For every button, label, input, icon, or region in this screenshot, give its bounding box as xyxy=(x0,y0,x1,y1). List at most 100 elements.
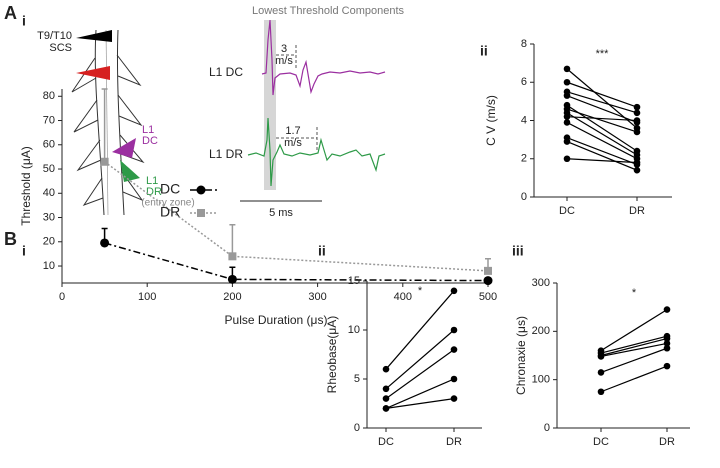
point xyxy=(633,103,641,111)
y-tick-label: 4 xyxy=(521,114,527,126)
pair-line xyxy=(600,342,668,358)
electrode-dc xyxy=(112,138,136,158)
panel-label: iii xyxy=(512,243,524,259)
point xyxy=(633,117,641,124)
y-tick-label: 15 xyxy=(348,275,360,287)
point xyxy=(597,388,605,396)
error-bar xyxy=(101,88,108,162)
point xyxy=(663,306,671,313)
y-tick-label: 0 xyxy=(521,191,527,203)
point xyxy=(483,276,493,286)
y-tick-label: 6 xyxy=(521,76,527,88)
pair-line xyxy=(566,91,638,114)
point xyxy=(563,92,571,99)
series-line xyxy=(104,161,489,272)
pair-line xyxy=(385,290,455,370)
annotation: *** xyxy=(596,48,610,60)
y-tick-label: 30 xyxy=(43,211,55,223)
y-axis-label: Chronaxie (μs) xyxy=(514,316,528,395)
velocity-label: m/s xyxy=(284,137,302,149)
point xyxy=(663,344,671,352)
scale-label: 5 ms xyxy=(269,207,293,219)
y-tick-label: 40 xyxy=(43,187,55,199)
pair-line xyxy=(566,121,638,160)
y-tick-label: 300 xyxy=(532,277,550,289)
pair-line xyxy=(385,378,455,409)
x-tick-label: 0 xyxy=(59,291,65,303)
point xyxy=(382,365,390,373)
x-tick-label: 400 xyxy=(394,291,412,303)
point xyxy=(597,369,605,376)
pair-line xyxy=(600,309,668,352)
y-tick-label: 2 xyxy=(521,153,527,165)
point xyxy=(597,353,605,360)
point xyxy=(563,65,571,73)
x-tick-label: DC xyxy=(593,436,609,448)
y-tick-label: 0 xyxy=(544,422,550,434)
electrode-t9 xyxy=(76,30,112,42)
x-tick-label: 500 xyxy=(479,291,497,303)
panel-label: i xyxy=(22,243,26,259)
x-tick-label: 100 xyxy=(138,291,156,303)
velocity-marker xyxy=(276,127,318,152)
y-axis-label: Threshold (μA) xyxy=(19,146,33,226)
legend-marker xyxy=(197,209,205,217)
series-line xyxy=(104,242,489,282)
electrode-note: (entry zone) xyxy=(141,198,194,209)
point xyxy=(563,155,571,163)
point xyxy=(563,138,571,145)
pair-line xyxy=(566,108,638,133)
pair-line xyxy=(566,95,638,123)
point xyxy=(633,166,641,174)
pair-line xyxy=(600,347,668,373)
annotation: * xyxy=(418,285,423,297)
y-tick-label: 60 xyxy=(43,139,55,151)
y-tick-label: 10 xyxy=(43,260,55,272)
x-tick-label: DC xyxy=(378,436,394,448)
legend-marker xyxy=(196,185,206,195)
stim-label: SCS xyxy=(49,42,72,54)
y-tick-label: 100 xyxy=(532,374,550,386)
trace-dr xyxy=(247,117,386,187)
traces-title: Lowest Threshold Components xyxy=(252,5,405,17)
point xyxy=(450,326,458,334)
y-tick-label: 10 xyxy=(348,324,360,336)
pair-line xyxy=(566,158,638,164)
pair-line xyxy=(566,112,638,156)
y-tick-label: 200 xyxy=(532,325,550,337)
point xyxy=(382,385,390,393)
x-tick-label: DR xyxy=(659,436,675,448)
x-tick-label: DC xyxy=(559,205,575,217)
pair-line xyxy=(566,116,638,122)
error-bar xyxy=(229,224,236,257)
y-tick-label: 0 xyxy=(354,422,360,434)
panel-label: B xyxy=(4,229,17,249)
point xyxy=(663,362,671,370)
pair-line xyxy=(566,140,638,171)
point xyxy=(227,274,237,284)
point xyxy=(633,159,641,166)
point xyxy=(100,157,109,166)
panel-label: A xyxy=(4,3,17,23)
point xyxy=(563,78,571,86)
panel-label: i xyxy=(22,13,26,29)
electrode-scs xyxy=(76,66,110,80)
electrode-label: L1 xyxy=(142,124,154,136)
point xyxy=(633,128,641,136)
point xyxy=(382,405,390,412)
pair-line xyxy=(600,365,668,393)
pair-line xyxy=(385,398,455,409)
velocity-label: m/s xyxy=(275,55,293,67)
pair-line xyxy=(600,338,668,357)
point xyxy=(633,109,641,117)
velocity-label: 3 xyxy=(281,43,287,55)
point xyxy=(563,119,571,126)
trace-dc xyxy=(261,19,386,96)
y-tick-label: 8 xyxy=(521,38,527,50)
point xyxy=(563,113,571,120)
point xyxy=(228,252,237,261)
y-tick-label: 70 xyxy=(43,114,55,126)
trace-label: L1 DR xyxy=(209,147,243,161)
x-tick-label: 200 xyxy=(223,291,241,303)
